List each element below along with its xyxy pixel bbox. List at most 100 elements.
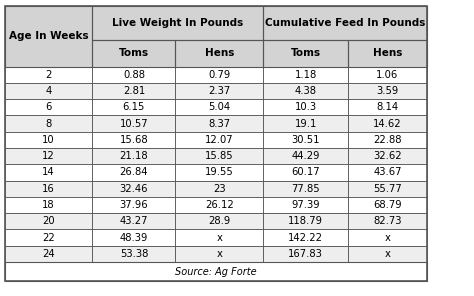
Bar: [175, 99, 263, 115]
Bar: [5, 67, 92, 83]
Bar: [175, 83, 263, 99]
Bar: [92, 197, 175, 213]
Bar: [92, 99, 175, 115]
Bar: [348, 246, 427, 262]
Bar: [175, 115, 263, 132]
Bar: [348, 181, 427, 197]
Bar: [175, 67, 263, 83]
Bar: [348, 40, 427, 67]
Text: 55.77: 55.77: [373, 184, 402, 194]
Bar: [263, 67, 348, 83]
Bar: [5, 262, 427, 281]
Bar: [175, 115, 263, 132]
Bar: [263, 246, 348, 262]
Text: 18: 18: [42, 200, 55, 210]
Bar: [175, 99, 263, 115]
Text: Toms: Toms: [291, 48, 321, 58]
Text: 10.57: 10.57: [119, 119, 148, 128]
Bar: [263, 197, 348, 213]
Text: Toms: Toms: [119, 48, 149, 58]
Text: 142.22: 142.22: [288, 233, 323, 242]
Text: 22.88: 22.88: [373, 135, 402, 145]
Bar: [5, 132, 92, 148]
Bar: [5, 148, 92, 164]
Bar: [5, 213, 92, 229]
Text: 82.73: 82.73: [373, 216, 402, 226]
Bar: [175, 246, 263, 262]
Bar: [92, 132, 175, 148]
Bar: [92, 229, 175, 246]
Bar: [5, 197, 92, 213]
Bar: [263, 67, 348, 83]
Bar: [348, 213, 427, 229]
Text: 15.85: 15.85: [205, 151, 234, 161]
Text: x: x: [216, 249, 222, 259]
Bar: [175, 83, 263, 99]
Text: 3.59: 3.59: [376, 86, 399, 96]
Text: 20: 20: [42, 216, 55, 226]
Bar: [348, 164, 427, 181]
Bar: [92, 67, 175, 83]
Bar: [175, 164, 263, 181]
Bar: [5, 213, 92, 229]
Bar: [5, 181, 92, 197]
Bar: [263, 83, 348, 99]
Bar: [92, 246, 175, 262]
Text: 32.62: 32.62: [373, 151, 402, 161]
Text: 8: 8: [46, 119, 52, 128]
Text: 26.12: 26.12: [205, 200, 234, 210]
Bar: [92, 197, 175, 213]
Text: Live Weight In Pounds: Live Weight In Pounds: [112, 18, 243, 28]
Bar: [263, 164, 348, 181]
Bar: [263, 181, 348, 197]
Text: 24: 24: [42, 249, 55, 259]
Bar: [348, 213, 427, 229]
Bar: [92, 148, 175, 164]
Bar: [5, 197, 92, 213]
Text: x: x: [384, 249, 391, 259]
Text: 1.06: 1.06: [376, 70, 399, 80]
Text: Hens: Hens: [205, 48, 234, 58]
Bar: [5, 67, 92, 83]
Bar: [263, 213, 348, 229]
Text: 30.51: 30.51: [292, 135, 320, 145]
Bar: [263, 148, 348, 164]
Bar: [175, 40, 263, 67]
Bar: [5, 115, 92, 132]
Bar: [348, 83, 427, 99]
Bar: [5, 229, 92, 246]
Bar: [263, 6, 427, 40]
Text: 2.81: 2.81: [123, 86, 145, 96]
Bar: [263, 115, 348, 132]
Text: 14: 14: [42, 168, 55, 177]
Bar: [348, 181, 427, 197]
Text: 23: 23: [213, 184, 226, 194]
Text: 12: 12: [42, 151, 55, 161]
Bar: [348, 197, 427, 213]
Text: 68.79: 68.79: [373, 200, 402, 210]
Bar: [5, 99, 92, 115]
Bar: [92, 213, 175, 229]
Bar: [92, 83, 175, 99]
Text: 4.38: 4.38: [295, 86, 317, 96]
Text: 118.79: 118.79: [288, 216, 323, 226]
Bar: [348, 83, 427, 99]
Text: 4: 4: [46, 86, 52, 96]
Bar: [5, 181, 92, 197]
Bar: [348, 132, 427, 148]
Bar: [348, 67, 427, 83]
Text: 15.68: 15.68: [119, 135, 148, 145]
Bar: [348, 229, 427, 246]
Bar: [5, 99, 92, 115]
Bar: [175, 197, 263, 213]
Bar: [263, 115, 348, 132]
Text: Hens: Hens: [373, 48, 402, 58]
Text: Cumulative Feed In Pounds: Cumulative Feed In Pounds: [264, 18, 425, 28]
Bar: [175, 148, 263, 164]
Text: 1.18: 1.18: [295, 70, 317, 80]
Bar: [348, 148, 427, 164]
Bar: [92, 67, 175, 83]
Bar: [175, 229, 263, 246]
Bar: [348, 99, 427, 115]
Bar: [92, 99, 175, 115]
